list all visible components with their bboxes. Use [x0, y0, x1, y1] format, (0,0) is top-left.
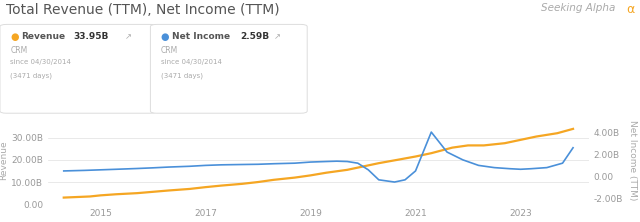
Text: ↗: ↗ [125, 32, 132, 41]
Text: ↗: ↗ [274, 32, 281, 41]
Text: Seeking Alpha: Seeking Alpha [541, 3, 615, 13]
Y-axis label: Revenue: Revenue [0, 140, 8, 180]
Text: α: α [626, 3, 634, 16]
Text: ●: ● [10, 32, 19, 42]
Text: since 04/30/2014: since 04/30/2014 [161, 59, 221, 65]
Text: Net Income: Net Income [172, 32, 230, 41]
Text: (3471 days): (3471 days) [10, 72, 52, 79]
Text: 33.95B: 33.95B [74, 32, 109, 41]
Text: CRM: CRM [161, 46, 178, 55]
Text: Total Revenue (TTM), Net Income (TTM): Total Revenue (TTM), Net Income (TTM) [6, 3, 280, 17]
Y-axis label: Net Income (TTM): Net Income (TTM) [628, 120, 637, 200]
Text: Revenue: Revenue [21, 32, 65, 41]
Text: ●: ● [161, 32, 169, 42]
Text: since 04/30/2014: since 04/30/2014 [10, 59, 71, 65]
Text: (3471 days): (3471 days) [161, 72, 203, 79]
Text: CRM: CRM [10, 46, 28, 55]
Text: 2.59B: 2.59B [240, 32, 269, 41]
